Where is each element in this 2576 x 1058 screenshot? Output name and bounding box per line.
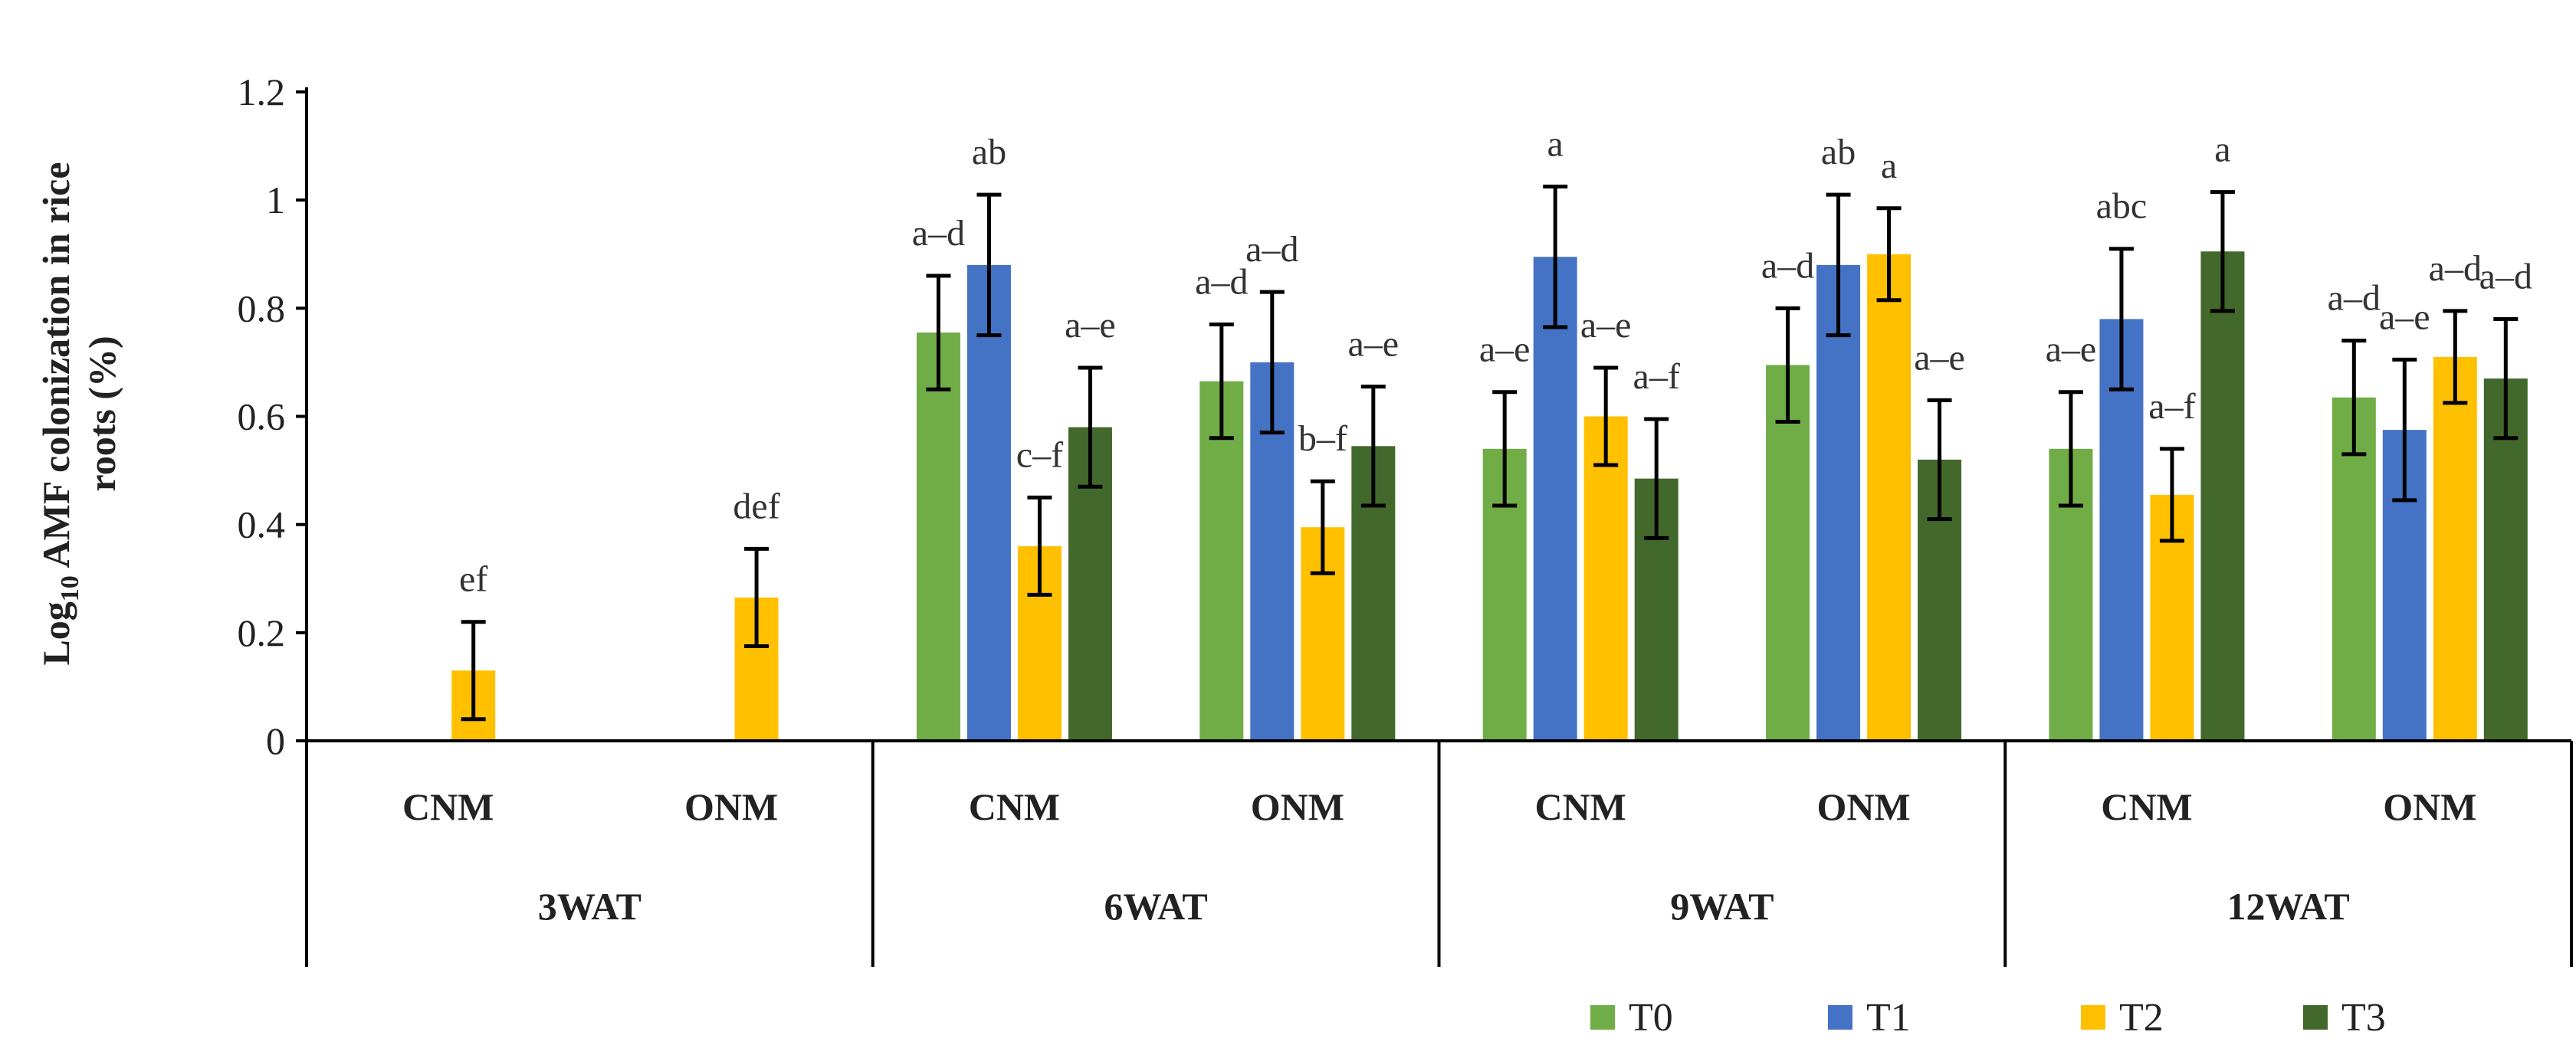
subgroup-label: CNM <box>2101 785 2192 828</box>
subgroup-label: CNM <box>402 785 494 828</box>
group-label: 3WAT <box>538 885 642 928</box>
legend-label-T2: T2 <box>2119 996 2164 1040</box>
significance-label: a–f <box>1633 356 1680 397</box>
subgroup-label: ONM <box>1816 785 1910 828</box>
bar-9WAT-ONM-T1 <box>1816 264 1861 741</box>
significance-label: a–d <box>1195 262 1248 303</box>
bar-12WAT-ONM-T2 <box>2433 356 2477 741</box>
significance-label: a–d <box>2479 256 2532 296</box>
bar-9WAT-CNM-T1 <box>1533 257 1577 741</box>
legend-swatch-T0 <box>1590 1005 1615 1030</box>
significance-label: a–e <box>1914 337 1965 378</box>
significance-label: a–e <box>2046 329 2097 370</box>
subgroup-label: ONM <box>1251 785 1344 828</box>
y-axis-label: Log10 AMF colonization in riceroots (%) <box>34 162 123 665</box>
legend-label-T1: T1 <box>1866 996 1911 1040</box>
legend-swatch-T1 <box>1828 1005 1852 1030</box>
legend-label-T3: T3 <box>2341 996 2386 1040</box>
significance-label: a–e <box>1580 305 1632 346</box>
group-label: 6WAT <box>1104 885 1208 928</box>
significance-label: ab <box>1821 132 1856 172</box>
subgroup-label: CNM <box>969 785 1060 828</box>
group-label: 9WAT <box>1670 885 1774 928</box>
significance-label: def <box>733 486 779 526</box>
significance-label: a <box>2214 129 2230 170</box>
bar-6WAT-CNM-T1 <box>966 264 1011 741</box>
significance-label: b–f <box>1298 418 1347 459</box>
bar-6WAT-ONM-T0 <box>1199 381 1244 741</box>
significance-label: a–e <box>1065 305 1116 346</box>
bar-6WAT-CNM-T0 <box>916 332 960 741</box>
y-axis-title: Log10 AMF colonization in riceroots (%) <box>34 162 123 665</box>
subgroup-label: ONM <box>684 785 778 828</box>
significance-label: a–d <box>1761 245 1814 286</box>
legend-swatch-T2 <box>2081 1005 2105 1030</box>
subgroup-label: ONM <box>2383 785 2476 828</box>
bar-9WAT-ONM-T0 <box>1766 365 1810 741</box>
significance-label: ef <box>459 559 487 600</box>
x-axis: CNM ONM 3WAT CNM ONM 6WAT CNM ONM 9WAT CNM ONM 12WA… <box>305 739 2573 967</box>
bar-12WAT-CNM-T3 <box>2200 251 2245 741</box>
significance-label: a–f <box>2148 386 2195 427</box>
y-tick-label: 0.8 <box>238 287 286 329</box>
significance-label: c–f <box>1016 434 1063 475</box>
y-tick-label: 1.2 <box>238 70 286 113</box>
legend-label-T0: T0 <box>1629 996 1673 1040</box>
y-tick-label: 0.6 <box>238 395 286 438</box>
y-tick-label: 0 <box>266 719 285 762</box>
significance-label: a–e <box>1479 329 1531 370</box>
significance-label: ab <box>972 132 1006 172</box>
bar-9WAT-CNM-T2 <box>1583 416 1628 741</box>
bar-9WAT-ONM-T2 <box>1867 254 1911 741</box>
y-tick-label: 0.2 <box>238 611 286 654</box>
legend: T0 T1 T2 T3 <box>1590 996 2386 1040</box>
significance-label: a–e <box>1348 324 1400 365</box>
y-tick-label: 1 <box>266 179 285 221</box>
significance-label: a–d <box>2429 248 2482 289</box>
significance-label: abc <box>2096 186 2148 227</box>
significance-label: a–d <box>2328 278 2381 319</box>
y-tick-label: 0.4 <box>238 503 286 546</box>
significance-label: a <box>1547 124 1564 165</box>
legend-swatch-T3 <box>2303 1005 2328 1030</box>
significance-label: a–d <box>1245 229 1298 270</box>
significance-label: a–d <box>912 213 965 254</box>
significance-label: a <box>1881 146 1897 186</box>
y-axis-ticks: 0 0.2 0.4 0.6 0.8 1 1.2 <box>238 70 308 762</box>
group-label: 12WAT <box>2227 885 2350 928</box>
significance-label: a–e <box>2379 296 2430 337</box>
subgroup-label: CNM <box>1534 785 1626 828</box>
